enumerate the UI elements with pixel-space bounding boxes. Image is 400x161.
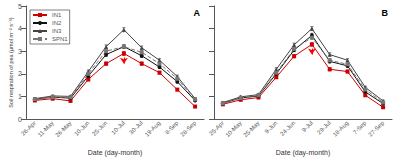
svg-text:26-May: 26-May <box>54 120 72 138</box>
svg-text:11-May: 11-May <box>37 120 55 138</box>
svg-text:IN1: IN1 <box>52 12 62 18</box>
svg-text:SPN1: SPN1 <box>52 36 68 42</box>
svg-text:Date (day-month): Date (day-month) <box>88 149 142 157</box>
svg-text:30-Jul: 30-Jul <box>128 120 144 136</box>
svg-text:10-Jun: 10-Jun <box>73 120 90 137</box>
svg-text:9-Jul: 9-Jul <box>301 120 314 133</box>
svg-text:A: A <box>194 8 201 18</box>
svg-text:24-Jun: 24-Jun <box>279 120 296 137</box>
svg-text:3: 3 <box>18 48 22 55</box>
svg-text:27-Sep: 27-Sep <box>367 119 385 137</box>
svg-text:26-Apr: 26-Apr <box>20 120 37 137</box>
svg-text:9-Jun: 9-Jun <box>264 120 279 135</box>
svg-text:2: 2 <box>18 70 22 77</box>
svg-text:25-Jun: 25-Jun <box>91 120 108 137</box>
svg-text:B: B <box>382 8 389 18</box>
svg-text:10-Jul: 10-Jul <box>110 120 126 136</box>
svg-text:7-Sep: 7-Sep <box>352 119 368 135</box>
svg-text:25-May: 25-May <box>242 120 260 138</box>
svg-text:IN3: IN3 <box>52 28 62 34</box>
svg-text:18-Aug: 18-Aug <box>332 120 350 138</box>
svg-text:8-Sep: 8-Sep <box>164 119 180 135</box>
svg-text:IN2: IN2 <box>52 20 62 26</box>
svg-text:Soil respiration of pea (μmol: Soil respiration of pea (μmol m⁻² s⁻¹) <box>8 17 14 107</box>
svg-text:4: 4 <box>18 25 22 32</box>
svg-text:29-Jul: 29-Jul <box>316 120 332 136</box>
svg-text:19-Aug: 19-Aug <box>144 120 162 138</box>
svg-text:25-Apr: 25-Apr <box>208 120 225 137</box>
svg-text:Date (day-month): Date (day-month) <box>276 149 330 157</box>
svg-text:10-May: 10-May <box>224 120 242 138</box>
svg-text:1: 1 <box>18 93 22 100</box>
svg-text:0: 0 <box>18 116 22 123</box>
svg-text:5: 5 <box>18 3 22 10</box>
svg-text:28-Sep: 28-Sep <box>179 119 197 137</box>
